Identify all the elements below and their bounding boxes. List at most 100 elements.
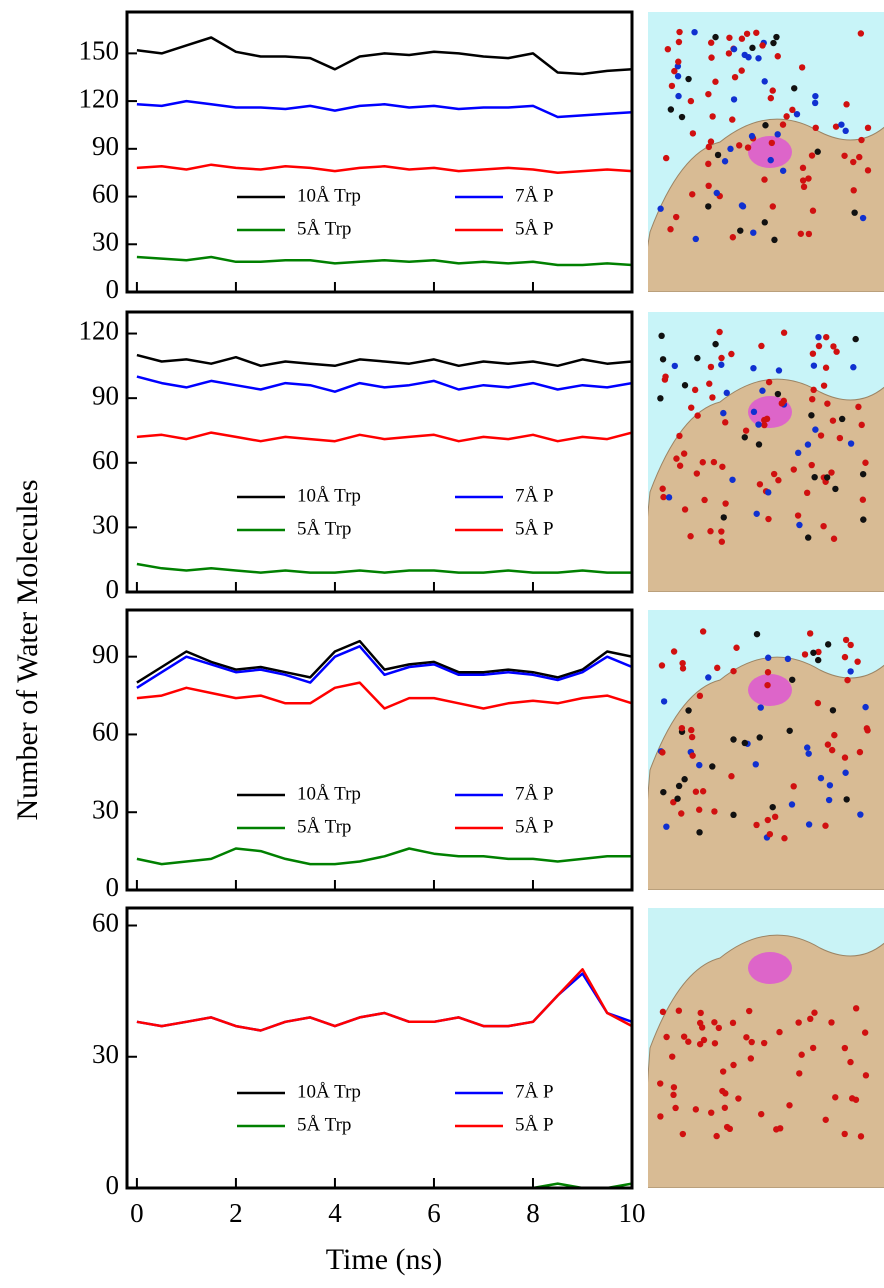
water-atom	[738, 67, 745, 74]
water-atom	[799, 164, 807, 172]
water-atom	[842, 127, 849, 135]
water-atom	[696, 692, 704, 700]
water-atom	[664, 45, 672, 53]
water-atom	[713, 189, 720, 197]
water-atom	[752, 761, 759, 768]
water-atom	[796, 1070, 803, 1077]
water-atom	[727, 145, 734, 153]
y-tick-label: 30	[92, 794, 119, 824]
water-atom	[707, 138, 715, 145]
water-atom	[680, 1033, 688, 1040]
water-atom	[756, 481, 764, 488]
water-atom	[864, 124, 872, 132]
water-atom	[857, 30, 865, 37]
water-atom	[720, 514, 727, 521]
water-atom	[692, 235, 699, 243]
water-atom	[755, 421, 762, 428]
water-atom	[713, 1132, 720, 1140]
water-atom	[832, 123, 840, 130]
water-atom	[749, 44, 756, 52]
water-atom	[841, 1044, 849, 1052]
y-tick-label: 120	[79, 316, 120, 346]
water-atom	[811, 99, 819, 107]
water-atom	[765, 489, 772, 496]
water-atom	[730, 96, 738, 103]
water-atom	[779, 167, 787, 174]
x-tick-label: 10	[619, 1198, 646, 1228]
water-atom	[687, 533, 694, 540]
water-atom	[716, 328, 723, 336]
water-atom	[856, 748, 864, 756]
water-atom	[678, 724, 686, 732]
protein-surface	[648, 934, 884, 1188]
x-tick-label: 2	[229, 1198, 243, 1228]
y-tick-label: 90	[92, 639, 119, 669]
water-atom	[674, 795, 681, 802]
water-atom	[773, 33, 780, 41]
water-atom	[723, 389, 730, 397]
water-atom	[793, 110, 801, 118]
water-atom	[843, 101, 850, 108]
water-atom	[679, 665, 687, 672]
water-atom	[842, 769, 849, 776]
water-atom	[757, 704, 764, 711]
series-line	[136, 968, 632, 1032]
water-atom	[753, 510, 760, 517]
legend-label: 7Å P	[515, 783, 554, 804]
water-atom	[828, 746, 836, 754]
water-atom	[738, 202, 746, 209]
series-line	[136, 353, 632, 368]
water-atom	[659, 356, 667, 363]
water-atom	[679, 659, 686, 667]
water-atom	[694, 412, 701, 419]
legend-label: 5Å Trp	[297, 518, 351, 539]
water-atom	[744, 144, 752, 151]
water-atom	[810, 362, 818, 369]
water-atom	[774, 131, 781, 138]
water-atom	[759, 387, 766, 394]
y-tick-label: 60	[92, 179, 119, 209]
water-atom	[786, 727, 793, 734]
water-atom	[659, 749, 666, 756]
water-atom	[824, 741, 832, 748]
water-atom	[709, 113, 716, 120]
water-atom	[771, 813, 779, 821]
water-atom	[764, 681, 771, 689]
water-atom	[850, 364, 857, 371]
series-line	[136, 681, 632, 710]
water-atom	[761, 219, 768, 226]
water-atom	[824, 641, 832, 648]
water-atom	[823, 333, 830, 341]
y-tick-label: 90	[92, 131, 119, 161]
water-atom	[712, 340, 719, 348]
water-atom	[709, 394, 716, 401]
water-atom	[775, 367, 783, 374]
water-atom	[809, 1044, 817, 1052]
water-atom	[729, 476, 736, 483]
water-atom	[660, 493, 667, 501]
legend-label: 10Å Trp	[297, 783, 361, 804]
series-line	[136, 645, 632, 689]
water-atom	[753, 630, 761, 638]
water-atom	[706, 380, 713, 387]
water-atom	[689, 191, 696, 198]
ligand-site	[748, 674, 792, 706]
water-atom	[660, 788, 667, 796]
series-line	[136, 36, 632, 76]
legend-label: 7Å P	[515, 485, 554, 506]
water-atom	[665, 494, 673, 501]
water-atom	[678, 113, 686, 121]
water-atom	[756, 734, 763, 741]
water-atom	[718, 528, 725, 535]
water-atom	[750, 364, 757, 372]
water-atom	[745, 54, 752, 61]
water-atom	[798, 1051, 805, 1058]
water-atom	[750, 229, 757, 236]
plot-lines	[136, 353, 632, 574]
water-atom	[680, 450, 688, 457]
series-line	[136, 1182, 632, 1188]
water-atom	[824, 400, 831, 407]
water-atom	[700, 1036, 708, 1044]
y-tick-label: 60	[92, 717, 119, 747]
water-atom	[705, 203, 712, 210]
